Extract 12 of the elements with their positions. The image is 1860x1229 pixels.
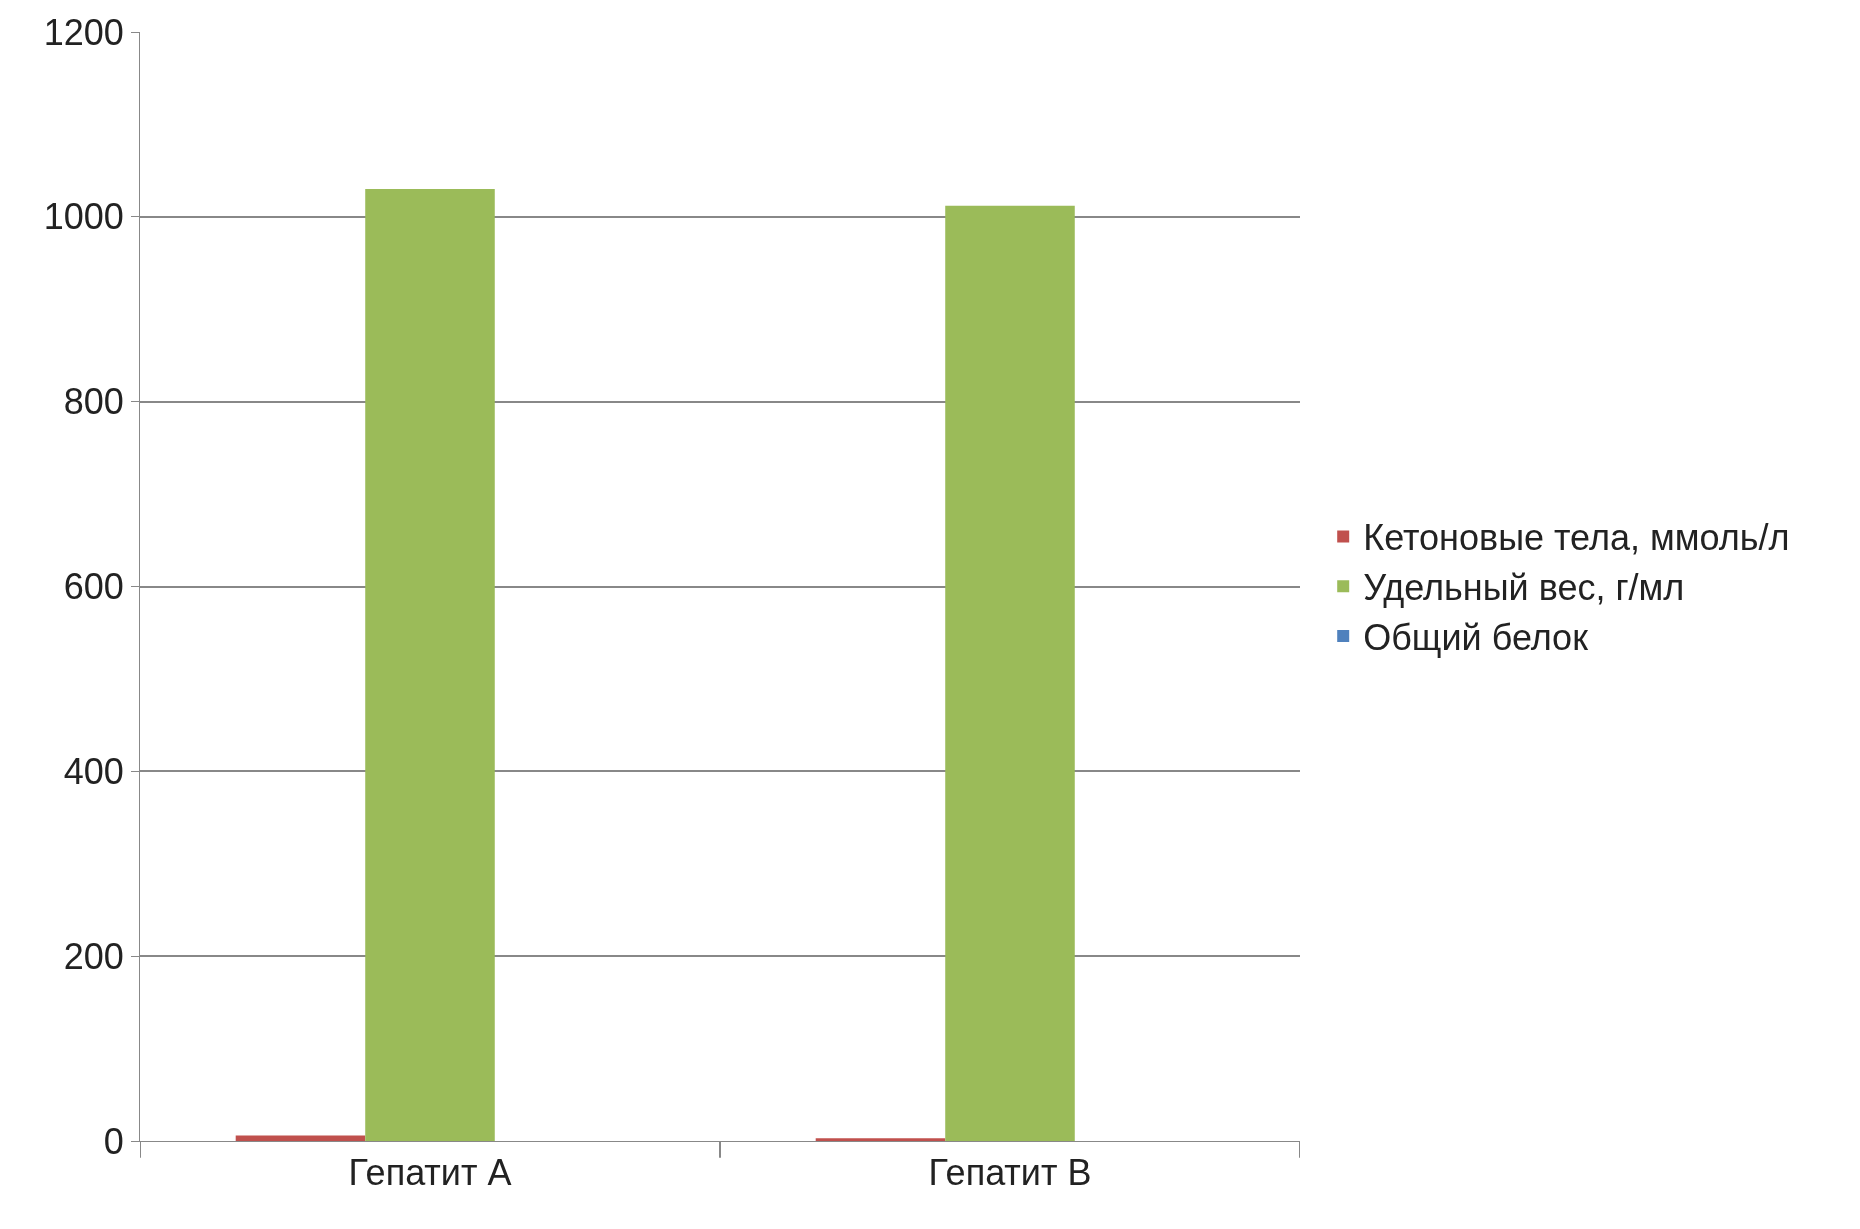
legend-label: Удельный вес, г/мл [1363, 567, 1685, 609]
y-tick-label: 400 [63, 750, 124, 792]
legend-label: Общий белок [1363, 617, 1589, 659]
x-tick-label: Гепатит B [928, 1152, 1092, 1194]
x-tick-label: Гепатит A [348, 1152, 512, 1194]
y-tick-label: 1200 [43, 11, 124, 53]
y-tick-label: 600 [63, 566, 124, 608]
y-tick-label: 0 [103, 1120, 124, 1162]
legend-label: Кетоновые тела, ммоль/л [1363, 517, 1790, 559]
y-tick-label: 800 [63, 381, 124, 423]
y-tick-label: 1000 [43, 196, 124, 238]
y-tick-label: 200 [63, 935, 124, 977]
